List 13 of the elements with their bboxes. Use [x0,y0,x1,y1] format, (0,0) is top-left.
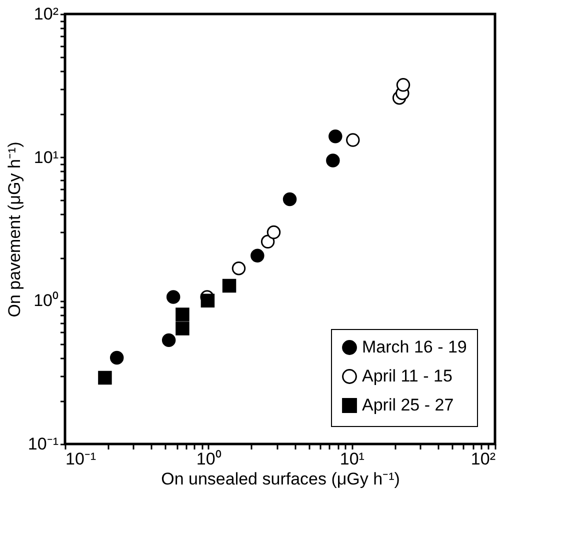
x-tick-label: 10² [470,450,496,468]
y-tick-label: 10⁻¹ [28,434,59,454]
x-tick-label: 10¹ [340,450,365,468]
x-tick-label: 10⁻¹ [66,450,96,468]
y-tick-label: 10¹ [34,148,59,167]
legend-label: April 11 - 15 [362,366,452,386]
y-tick-label: 10⁰ [34,291,58,310]
y-axis-title: On pavement (μGy h⁻¹) [4,142,24,318]
legend-label: April 25 - 27 [362,396,454,414]
x-axis-title: On unsealed surfaces (μGy h⁻¹) [161,470,400,488]
x-tick-label: 10⁰ [196,450,222,468]
y-tick-label: 10² [34,4,59,24]
legend-label: March 16 - 19 [362,338,467,356]
